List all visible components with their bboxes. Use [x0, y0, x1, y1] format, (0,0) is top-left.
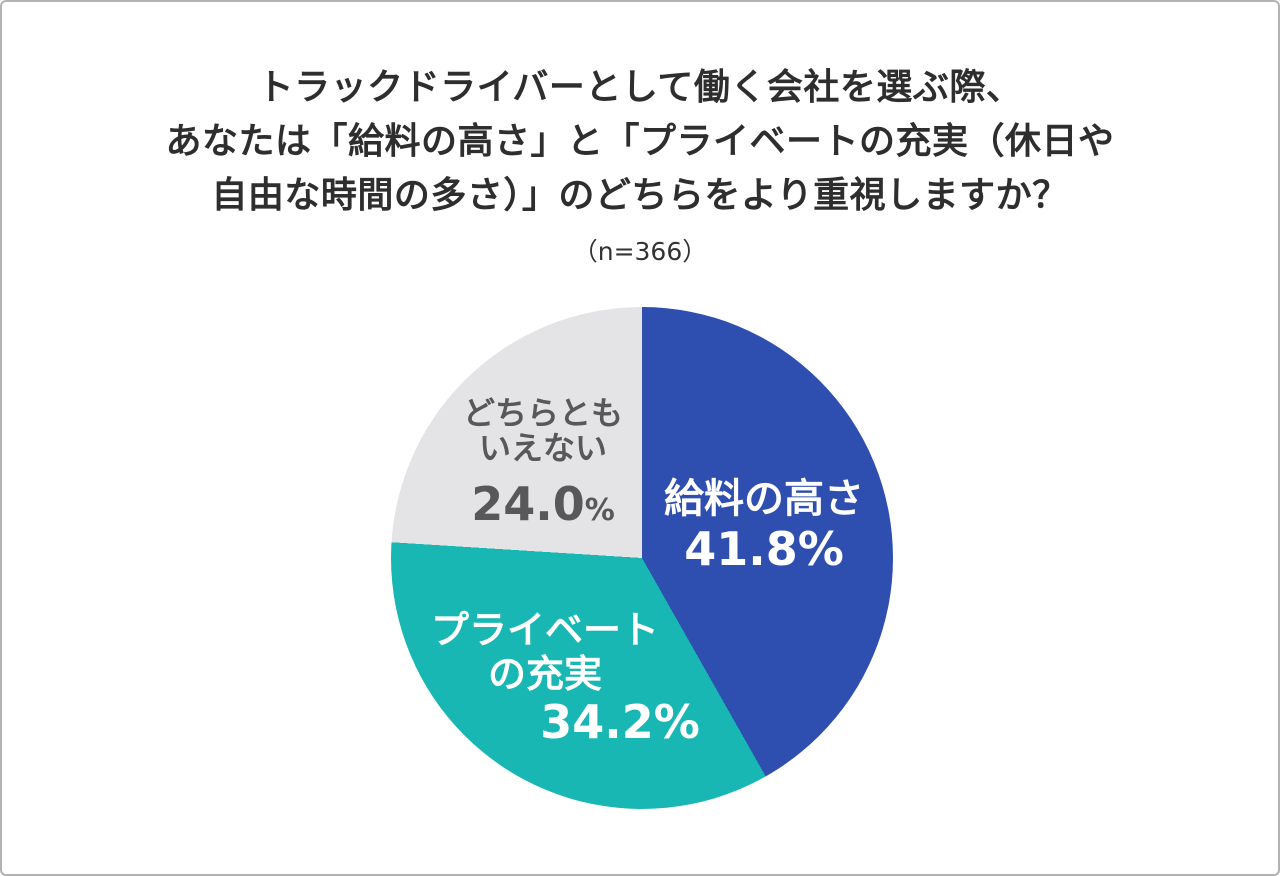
- sample-size-label: （n=366）: [572, 237, 708, 266]
- chart-title-line: あなたは「給料の高さ」と「プライベートの充実（休日や: [165, 121, 1115, 162]
- slice-value-neither: 24.0%: [428, 478, 658, 537]
- slice-value-salary: 41.8%: [648, 522, 880, 576]
- slice-label-private: プライベート の充実 34.2%: [410, 608, 700, 748]
- pie-chart: 給料の高さ 41.8% プライベート の充実 34.2% どちらとも いえない …: [391, 307, 893, 809]
- percent-sign: %: [584, 493, 615, 528]
- slice-value-private: 34.2%: [485, 696, 755, 748]
- slice-name-private-line2: の充実: [487, 652, 602, 696]
- slice-value-number: 41.8: [684, 522, 798, 576]
- slice-name-private-line1: プライベート: [430, 608, 659, 652]
- chart-title: トラックドライバーとして働く会社を選ぶ際、 あなたは「給料の高さ」と「プライベー…: [2, 2, 1278, 223]
- slice-value-number: 34.2: [540, 695, 654, 749]
- chart-title-line: トラックドライバーとして働く会社を選ぶ際、: [257, 67, 1023, 108]
- slice-label-salary: 給料の高さ 41.8%: [648, 476, 880, 576]
- percent-sign: %: [797, 522, 844, 576]
- slice-value-number: 24.0: [471, 477, 585, 531]
- slice-label-neither: どちらとも いえない 24.0%: [428, 396, 658, 537]
- slice-name-salary: 給料の高さ: [664, 476, 864, 522]
- percent-sign: %: [653, 695, 700, 749]
- chart-title-line: 自由な時間の多さ）」のどちらをより重視しますか？: [211, 175, 1069, 216]
- slice-name-neither-line1: どちらとも: [462, 394, 623, 432]
- slice-name-neither-line2: いえない: [478, 429, 607, 467]
